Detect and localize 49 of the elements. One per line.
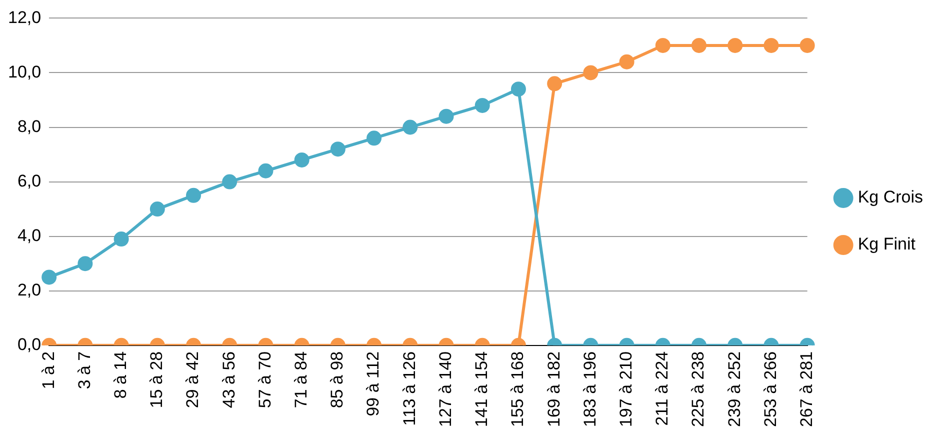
point <box>655 38 670 53</box>
point <box>510 82 526 97</box>
x-tick-label: 85 à 98 <box>328 351 347 408</box>
x-tick-label: 8 à 14 <box>110 351 130 399</box>
legend-label: Kg Finit <box>858 234 916 254</box>
x-tick-label: 99 à 112 <box>364 351 383 416</box>
point <box>438 108 454 124</box>
x-tick-label: 169 à 182 <box>544 351 564 428</box>
x-tick-label: 211 à 224 <box>652 351 672 426</box>
x-tick-label: 43 à 56 <box>219 351 238 408</box>
legend-label: Kg Crois <box>858 188 923 207</box>
point <box>294 152 310 168</box>
y-tick-label: 10,0 <box>8 62 42 82</box>
point <box>583 65 598 80</box>
x-tick-label: 253 à 266 <box>760 351 780 428</box>
point <box>186 188 202 203</box>
point <box>728 38 743 53</box>
x-tick-label: 197 à 210 <box>616 351 636 428</box>
x-tick-label: 113 à 126 <box>400 351 419 426</box>
point <box>800 38 815 53</box>
point <box>764 38 779 53</box>
y-tick-label: 0,0 <box>17 335 42 354</box>
y-tick-label: 4,0 <box>17 226 42 245</box>
point <box>474 98 490 113</box>
point <box>222 174 238 190</box>
x-tick-label: 141 à 154 <box>472 351 492 428</box>
point <box>330 142 346 157</box>
x-tick-label: 127 à 140 <box>436 351 455 428</box>
point <box>619 54 634 70</box>
x-tick-label: 225 à 238 <box>688 351 708 428</box>
y-tick-label: 12,0 <box>8 8 42 27</box>
x-tick-label: 239 à 252 <box>724 351 744 428</box>
x-tick-label: 1 à 2 <box>38 351 58 390</box>
point <box>402 120 418 135</box>
y-tick-label: 2,0 <box>17 280 42 300</box>
y-tick-label: 8,0 <box>17 116 42 136</box>
point <box>366 130 382 146</box>
x-tick-label: 3 à 7 <box>74 351 94 390</box>
point <box>547 76 562 92</box>
point <box>691 38 706 53</box>
x-tick-label: 183 à 196 <box>580 351 600 428</box>
x-tick-label: 267 à 281 <box>797 351 816 428</box>
x-tick-label: 29 à 42 <box>183 351 202 408</box>
point <box>258 163 274 178</box>
x-tick-label: 155 à 168 <box>508 351 528 428</box>
x-tick-label: 15 à 28 <box>147 351 166 408</box>
y-tick-label: 6,0 <box>17 171 42 190</box>
x-tick-label: 71 à 84 <box>292 351 311 408</box>
x-tick-label: 57 à 70 <box>255 351 274 408</box>
